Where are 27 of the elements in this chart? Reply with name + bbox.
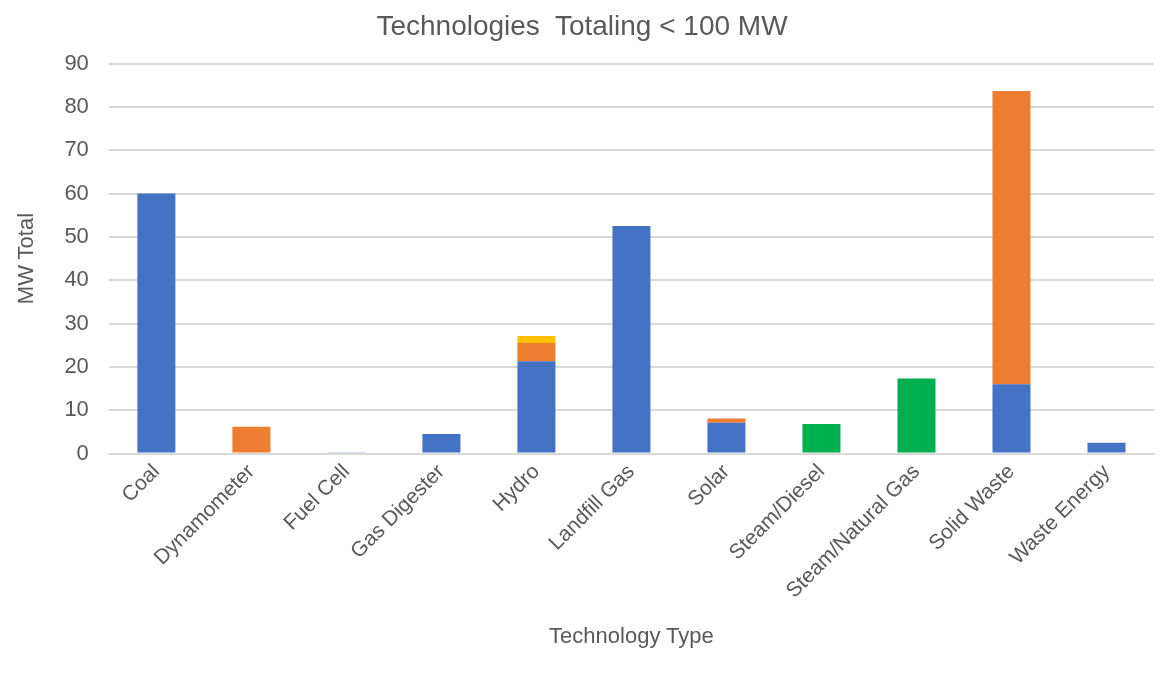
chart-title: Technologies Totaling < 100 MW <box>376 9 789 41</box>
y-tick-label: 40 <box>64 266 89 292</box>
bar <box>707 418 746 423</box>
y-tick-label: 0 <box>76 439 89 465</box>
y-tick-label: 30 <box>64 309 89 335</box>
y-tick-label: 80 <box>64 92 89 118</box>
bar <box>422 434 461 453</box>
bar <box>707 422 746 453</box>
y-tick-label: 70 <box>64 136 89 162</box>
bar <box>992 384 1031 453</box>
bar <box>137 193 176 453</box>
y-tick-label: 20 <box>64 352 89 378</box>
y-axis-title: MW Total <box>13 212 39 305</box>
bar <box>992 90 1031 385</box>
bar <box>517 336 556 344</box>
y-tick-label: 50 <box>64 222 89 248</box>
bar <box>897 378 936 453</box>
bar <box>232 426 271 453</box>
y-tick-label: 10 <box>64 396 89 422</box>
y-tick-label: 60 <box>64 179 89 205</box>
bar <box>517 343 556 362</box>
y-tick-label: 90 <box>64 49 89 75</box>
bar <box>612 226 651 453</box>
x-axis-title: Technology Type <box>549 622 714 648</box>
bar <box>802 424 841 453</box>
bar <box>1087 442 1126 453</box>
bar <box>517 361 556 453</box>
